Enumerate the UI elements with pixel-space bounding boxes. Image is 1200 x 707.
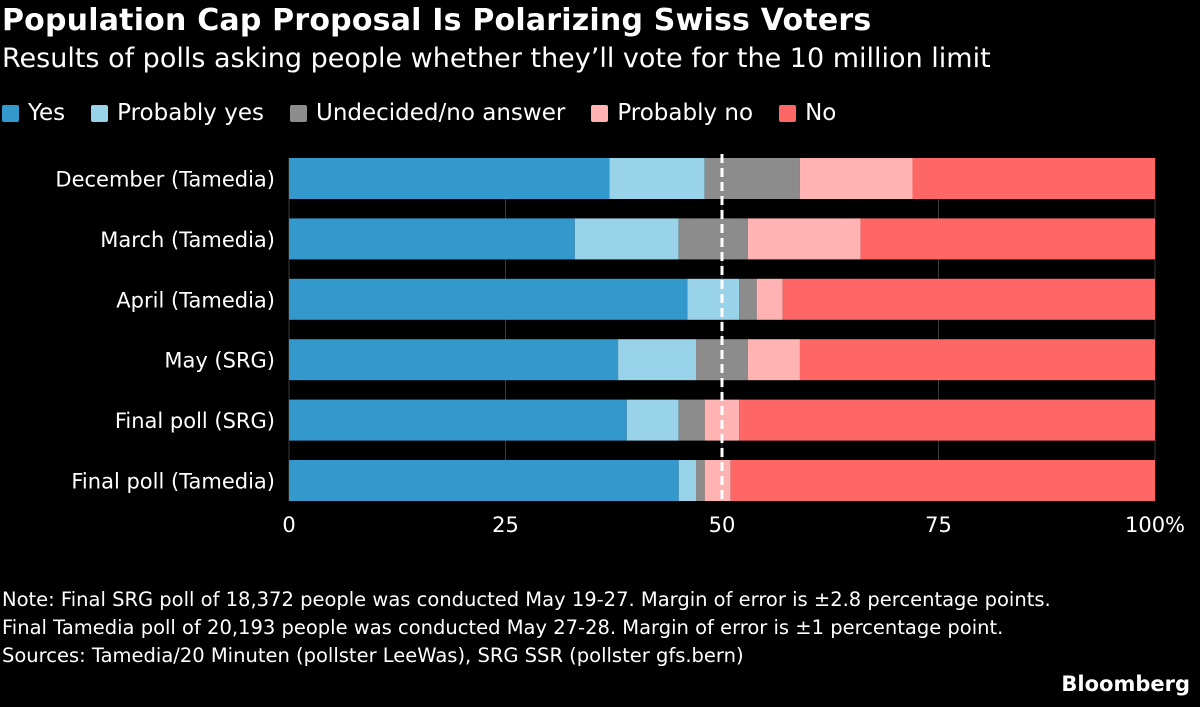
x-tick-label: 25 [492, 513, 519, 537]
legend: Yes Probably yes Undecided/no answer Probab… [2, 98, 862, 128]
bar-segment [799, 339, 1155, 381]
bar-segment [618, 339, 697, 381]
category-label: May (SRG) [164, 349, 275, 373]
bar-segment [609, 158, 705, 199]
note-line-1: Note: Final SRG poll of 18,372 people wa… [2, 588, 1051, 611]
bar-segment [704, 460, 731, 501]
legend-item-3: Probably no [591, 100, 753, 126]
legend-swatch [591, 104, 609, 122]
chart-subtitle: Results of polls asking people whether t… [2, 43, 991, 74]
chart-title: Population Cap Proposal Is Polarizing Sw… [2, 3, 872, 38]
bar-segment [782, 278, 1155, 320]
category-label: April (Tamedia) [116, 288, 275, 312]
bar-segment [574, 218, 679, 260]
bar-segment [678, 399, 705, 441]
bar-segment [730, 460, 1155, 501]
legend-item-1: Probably yes [91, 100, 264, 126]
legend-label: Yes [28, 100, 66, 126]
legend-label: Probably no [617, 100, 754, 126]
bar-segment [912, 158, 1155, 199]
x-tick-label: 100% [1125, 513, 1185, 537]
bar-segment [860, 218, 1155, 260]
legend-label: Probably yes [117, 100, 264, 126]
bar-segment [739, 278, 757, 320]
category-label: Final poll (SRG) [115, 409, 275, 433]
x-tick-label: 75 [925, 513, 952, 537]
legend-item-0: Yes [2, 100, 65, 126]
bar-segment [739, 399, 1155, 441]
bar-segment [626, 399, 679, 441]
bar-segment [747, 339, 800, 381]
legend-swatch [91, 104, 109, 122]
legend-item-2: Undecided/no answer [289, 100, 566, 126]
bar-segment [747, 218, 861, 260]
bar-segment [289, 218, 575, 260]
bloomberg-logo: Bloomberg [1061, 672, 1190, 696]
category-label: March (Tamedia) [100, 228, 275, 252]
bar-segment [704, 158, 800, 199]
category-label: December (Tamedia) [55, 168, 275, 192]
sources-line: Sources: Tamedia/20 Minuten (pollster Le… [2, 644, 744, 667]
bar-segment [678, 460, 697, 501]
bar-segment [289, 278, 688, 320]
bar-segment [799, 158, 913, 199]
bar-segment [289, 460, 679, 501]
legend-label: No [805, 100, 837, 126]
legend-swatch [779, 104, 797, 122]
bar-segment [696, 460, 705, 501]
bar-segment [687, 278, 740, 320]
bar-segment [678, 218, 748, 260]
x-tick-label: 50 [709, 513, 736, 537]
chart-footnote: Note: Final SRG poll of 18,372 people wa… [2, 586, 1051, 670]
legend-item-4: No [779, 100, 836, 126]
bar-segment [289, 339, 619, 381]
legend-label: Undecided/no answer [315, 100, 566, 126]
legend-swatch [289, 104, 307, 122]
bar-segment [289, 158, 610, 199]
bar-segment [289, 399, 627, 441]
note-line-2: Final Tamedia poll of 20,193 people was … [2, 616, 1004, 639]
category-label: Final poll (Tamedia) [71, 470, 275, 494]
x-tick-label: 0 [282, 513, 295, 537]
bar-segment [756, 278, 783, 320]
bar-segment [696, 339, 748, 381]
legend-swatch [2, 104, 19, 122]
